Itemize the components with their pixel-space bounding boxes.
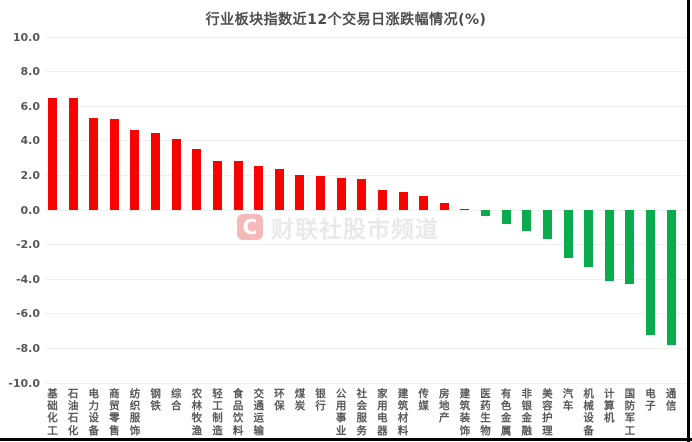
x-category-label: 综合 xyxy=(170,388,182,413)
gridline xyxy=(45,347,687,349)
y-tick-label: 2.0 xyxy=(20,168,41,182)
watermark-text: 财联社股市频道 xyxy=(271,216,439,243)
x-category-label: 家用电器 xyxy=(377,388,388,437)
x-category-label: 美容护理 xyxy=(542,388,553,437)
chart-title: 行业板块指数近12个交易日涨跌幅情况(%) xyxy=(205,12,487,28)
bar xyxy=(68,98,78,210)
x-category-label: 煤炭 xyxy=(294,388,306,413)
bar xyxy=(542,210,552,239)
x-category-label: 汽车 xyxy=(562,388,574,413)
bar xyxy=(151,133,161,210)
x-category-label: 有色金属 xyxy=(500,388,512,437)
gridline xyxy=(45,140,687,142)
cailianshe-logo-icon: C xyxy=(237,213,263,240)
bar xyxy=(439,203,449,210)
y-tick-label: -10.0 xyxy=(8,376,40,390)
bar xyxy=(398,191,408,210)
bar xyxy=(89,118,99,210)
x-category-label: 传媒 xyxy=(418,388,429,413)
x-category-label: 基础化工 xyxy=(47,388,58,437)
screenshot-border-bottom xyxy=(0,438,692,441)
x-category-label: 建筑材料 xyxy=(397,388,409,437)
bar xyxy=(666,210,676,345)
bar xyxy=(501,210,511,224)
gridline xyxy=(45,174,687,176)
bar xyxy=(316,176,326,210)
bar xyxy=(295,175,305,210)
y-tick-label: -4.0 xyxy=(15,272,40,286)
x-category-label: 电子 xyxy=(645,388,656,413)
x-category-label: 商贸零售 xyxy=(109,388,120,437)
x-category-label: 公用事业 xyxy=(335,388,347,437)
gridline xyxy=(45,244,687,246)
gridline xyxy=(45,105,687,107)
x-category-label: 社会服务 xyxy=(356,388,368,437)
gridline xyxy=(45,209,687,211)
bar xyxy=(192,149,202,210)
gridline xyxy=(45,278,687,280)
bar xyxy=(645,210,655,335)
bar xyxy=(130,129,140,210)
x-category-label: 钢铁 xyxy=(150,388,161,413)
x-category-label: 石油石化 xyxy=(67,388,79,437)
bar xyxy=(460,208,470,210)
bar xyxy=(48,97,57,210)
x-category-label: 医药生物 xyxy=(480,388,491,437)
bar xyxy=(254,165,264,210)
bar xyxy=(171,139,181,210)
x-category-label: 银行 xyxy=(315,388,326,413)
gridline xyxy=(45,313,687,315)
bar xyxy=(563,210,573,258)
bar xyxy=(584,210,594,268)
bar xyxy=(109,118,119,210)
bar xyxy=(377,190,387,210)
bar xyxy=(212,160,222,210)
bar xyxy=(625,210,635,285)
y-tick-label: 8.0 xyxy=(20,65,41,79)
y-tick-label: 10.0 xyxy=(12,30,40,44)
x-category-label: 轻工制造 xyxy=(212,388,223,437)
gridline xyxy=(45,382,687,384)
watermark: C 财联社股市频道 xyxy=(237,213,439,243)
y-tick-label: -8.0 xyxy=(15,341,40,355)
bar xyxy=(481,210,491,217)
bar xyxy=(336,177,346,210)
x-category-label: 交通运输 xyxy=(253,388,264,437)
screenshot-border-right xyxy=(687,0,690,442)
x-category-label: 环保 xyxy=(274,388,285,413)
x-category-label: 通信 xyxy=(665,388,677,413)
bar xyxy=(233,160,243,210)
x-category-label: 计算机 xyxy=(603,388,615,425)
gridline xyxy=(45,36,687,38)
x-category-label: 房地产 xyxy=(439,388,450,425)
x-category-label: 农林牧渔 xyxy=(191,388,203,437)
y-tick-label: 4.0 xyxy=(20,134,41,148)
bar xyxy=(604,210,614,281)
x-category-label: 非银金融 xyxy=(521,388,533,437)
y-tick-label: 6.0 xyxy=(20,99,41,113)
y-tick-label: 0.0 xyxy=(20,203,41,217)
bar xyxy=(357,179,367,210)
gridline xyxy=(45,71,687,73)
x-category-label: 国防军工 xyxy=(624,388,636,437)
x-category-label: 电力设备 xyxy=(88,388,99,437)
bar xyxy=(274,169,284,210)
y-tick-label: -2.0 xyxy=(15,238,40,252)
x-category-label: 食品饮料 xyxy=(232,388,244,437)
x-category-label: 机械设备 xyxy=(583,388,594,437)
x-category-label: 建筑装饰 xyxy=(459,388,471,437)
x-category-label: 纺织服饰 xyxy=(129,388,141,437)
bar xyxy=(522,210,532,231)
y-tick-label: -6.0 xyxy=(15,307,40,321)
bar xyxy=(419,196,429,210)
